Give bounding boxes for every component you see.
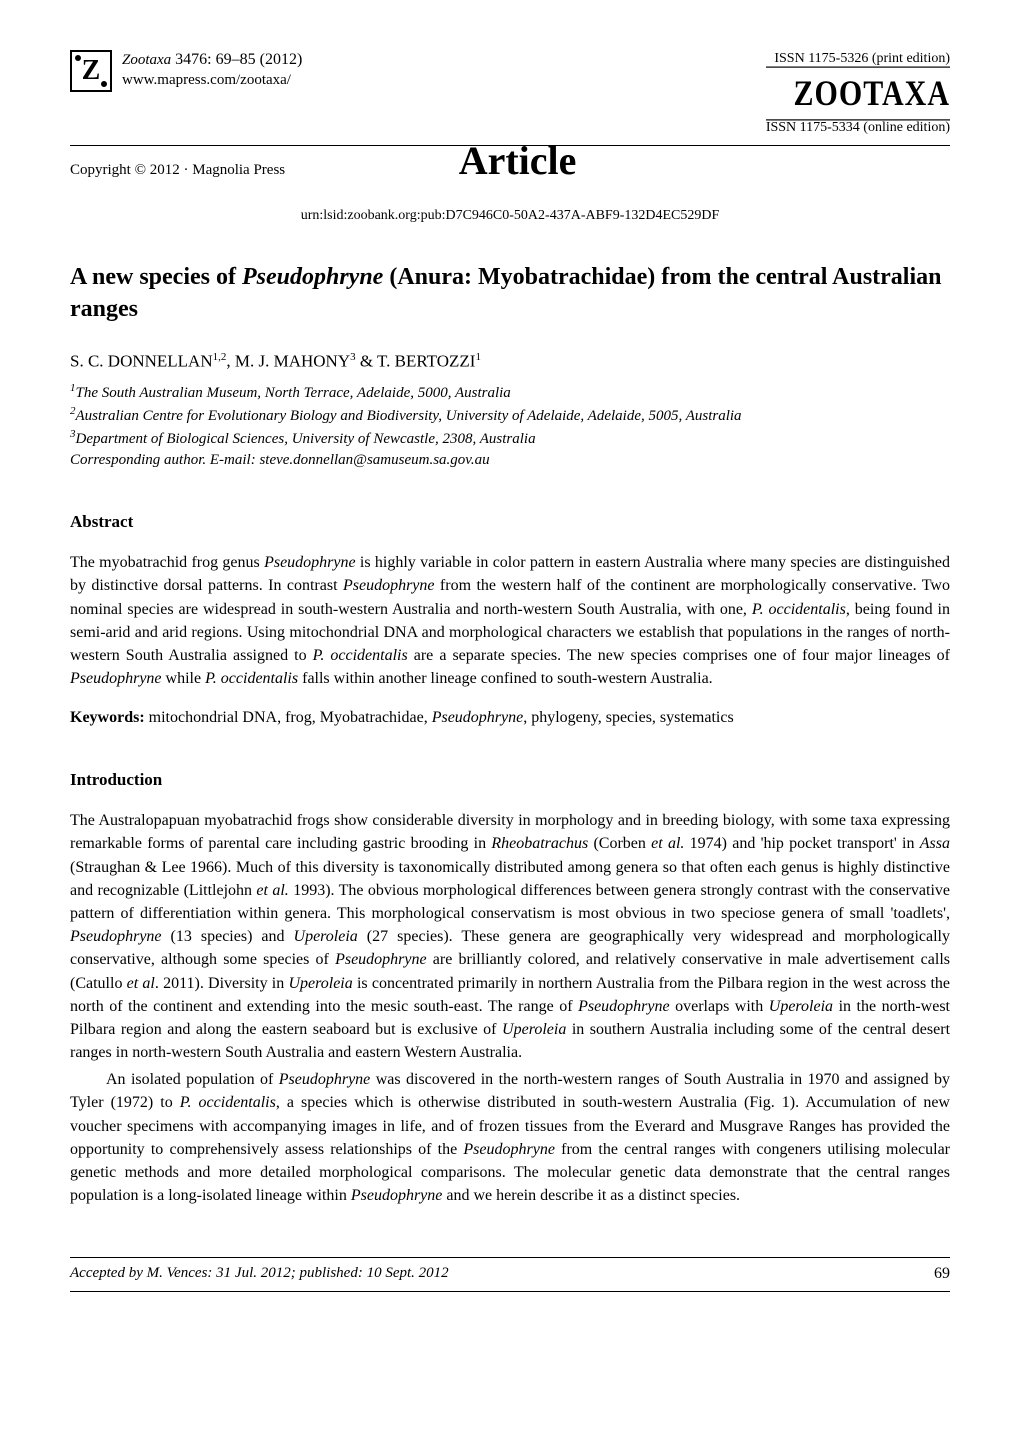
in1-t6: (13 species) and xyxy=(162,928,294,945)
affiliation-1: 1The South Australian Museum, North Terr… xyxy=(70,381,950,404)
affil-1-text: The South Australian Museum, North Terra… xyxy=(76,385,511,401)
in1-i1: Rheobatrachus xyxy=(491,835,588,852)
in1-i12: Uperoleia xyxy=(502,1021,566,1038)
intro-paragraph-1: The Australopapuan myobatrachid frogs sh… xyxy=(70,809,950,1064)
publisher-logo-icon: Z xyxy=(70,50,112,92)
article-title: A new species of Pseudophryne (Anura: My… xyxy=(70,261,950,326)
abs-t1: The myobatrachid frog genus xyxy=(70,554,264,571)
journal-citation: Zootaxa 3476: 69–85 (2012) xyxy=(122,50,302,71)
journal-name: Zootaxa xyxy=(122,52,171,68)
abs-t6: while xyxy=(162,670,206,687)
in2-i3: Pseudophryne xyxy=(463,1141,555,1158)
journal-url: www.mapress.com/zootaxa/ xyxy=(122,71,302,91)
abs-i4: P. occidentalis xyxy=(313,647,408,664)
in1-i9: Uperoleia xyxy=(288,975,352,992)
corresponding-author: Corresponding author. E-mail: steve.donn… xyxy=(70,450,950,471)
journal-header: Z Zootaxa 3476: 69–85 (2012) www.mapress… xyxy=(70,50,950,137)
keywords-label: Keywords: xyxy=(70,709,145,726)
issue-pages: 3476: 69–85 (2012) xyxy=(175,51,302,68)
kw-t2: , phylogeny, species, systematics xyxy=(523,709,733,726)
in1-t9: . 2011). Diversity in xyxy=(155,975,289,992)
keywords-line: Keywords: mitochondrial DNA, frog, Myoba… xyxy=(70,708,950,729)
author-3: & T. BERTOZZI xyxy=(356,352,476,371)
title-genus: Pseudophryne xyxy=(242,264,383,290)
author-1: S. C. DONNELLAN xyxy=(70,352,213,371)
kw-i1: Pseudophryne xyxy=(432,709,524,726)
authors-line: S. C. DONNELLAN1,2, M. J. MAHONY3 & T. B… xyxy=(70,350,950,373)
urn-identifier: urn:lsid:zoobank.org:pub:D7C946C0-50A2-4… xyxy=(70,207,950,225)
in2-t5: and we herein describe it as a distinct … xyxy=(442,1187,740,1204)
abstract-heading: Abstract xyxy=(70,511,950,533)
in1-i8: et al xyxy=(127,975,155,992)
in2-i2: P. occidentalis xyxy=(180,1094,276,1111)
page-footer: Accepted by M. Vences: 31 Jul. 2012; pub… xyxy=(70,1257,950,1292)
affil-3-text: Department of Biological Sciences, Unive… xyxy=(76,431,536,447)
in1-i11: Uperoleia xyxy=(769,998,839,1015)
in2-i1: Pseudophryne xyxy=(279,1071,371,1088)
in1-i10: Pseudophryne xyxy=(578,998,670,1015)
title-prefix: A new species of xyxy=(70,264,242,290)
in1-i6: Uperoleia xyxy=(294,928,358,945)
introduction-heading: Introduction xyxy=(70,769,950,791)
abs-t5: are a separate species. The new species … xyxy=(408,647,950,664)
copyright-row: Copyright © 2012 · Magnolia Press Articl… xyxy=(70,145,950,207)
journal-logo-text: ZOOTAXA xyxy=(766,67,950,121)
page-number: 69 xyxy=(934,1264,950,1285)
in1-i4: et al. xyxy=(256,882,288,899)
in1-t11: overlaps with xyxy=(670,998,769,1015)
author-2: , M. J. MAHONY xyxy=(226,352,350,371)
abs-t7: falls within another lineage confined to… xyxy=(298,670,713,687)
affil-2-text: Australian Centre for Evolutionary Biolo… xyxy=(76,408,742,424)
abs-i2: Pseudophryne xyxy=(343,577,435,594)
kw-t1: mitochondrial DNA, frog, Myobatrachidae, xyxy=(145,709,432,726)
in1-i2: et al. xyxy=(651,835,684,852)
in1-i3: Assa xyxy=(920,835,950,852)
affiliation-3: 3Department of Biological Sciences, Univ… xyxy=(70,427,950,450)
copyright-text: Copyright © 2012 · Magnolia Press xyxy=(70,161,285,181)
in1-t2: (Corben xyxy=(588,835,651,852)
author-1-affil: 1,2 xyxy=(213,351,227,363)
journal-ref-block: Zootaxa 3476: 69–85 (2012) www.mapress.c… xyxy=(122,50,302,90)
issn-print: ISSN 1175-5326 (print edition) xyxy=(766,50,950,68)
in1-i7: Pseudophryne xyxy=(335,951,427,968)
in1-i5: Pseudophryne xyxy=(70,928,162,945)
affiliation-2: 2Australian Centre for Evolutionary Biol… xyxy=(70,404,950,427)
header-left: Z Zootaxa 3476: 69–85 (2012) www.mapress… xyxy=(70,50,302,92)
in2-t1: An isolated population of xyxy=(106,1071,279,1088)
abs-i5: Pseudophryne xyxy=(70,670,162,687)
abstract-paragraph: The myobatrachid frog genus Pseudophryne… xyxy=(70,551,950,690)
header-right: ISSN 1175-5326 (print edition) ZOOTAXA I… xyxy=(766,50,950,137)
intro-paragraph-2: An isolated population of Pseudophryne w… xyxy=(70,1068,950,1207)
issn-online: ISSN 1175-5334 (online edition) xyxy=(766,119,950,137)
accepted-date: Accepted by M. Vences: 31 Jul. 2012; pub… xyxy=(70,1264,449,1285)
abs-i3: P. occidentalis xyxy=(752,601,846,618)
article-heading: Article xyxy=(459,135,577,187)
in1-t3: 1974) and 'hip pocket transport' in xyxy=(684,835,919,852)
author-3-affil: 1 xyxy=(475,351,481,363)
abs-i1: Pseudophryne xyxy=(264,554,356,571)
in2-i4: Pseudophryne xyxy=(351,1187,443,1204)
abs-i6: P. occidentalis xyxy=(205,670,298,687)
